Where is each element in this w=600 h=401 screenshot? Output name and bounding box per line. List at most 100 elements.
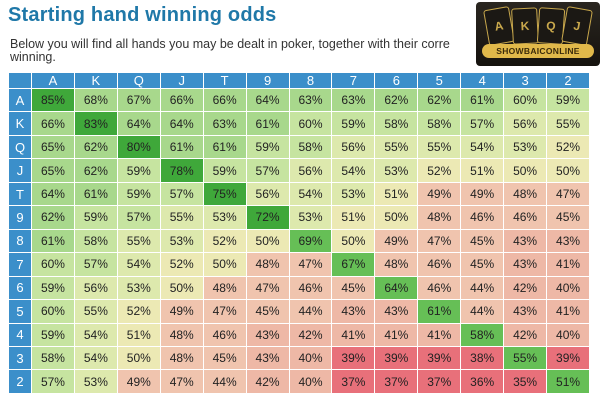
site-logo[interactable]: A K Q J SHOWBAICONLINE bbox=[476, 2, 600, 66]
odds-cell: 48% bbox=[504, 182, 547, 206]
odds-cell: 48% bbox=[246, 253, 289, 276]
odds-cell: 57% bbox=[74, 253, 117, 276]
odds-cell: 47% bbox=[289, 253, 332, 276]
odds-cell: 41% bbox=[547, 300, 589, 323]
odds-cell: 66% bbox=[203, 89, 246, 112]
odds-cell: 35% bbox=[504, 370, 547, 393]
odds-cell: 46% bbox=[461, 206, 504, 229]
column-header: 6 bbox=[375, 73, 418, 88]
pair-odds-cell: 67% bbox=[332, 253, 375, 276]
row-header: 3 bbox=[9, 346, 31, 370]
odds-cell: 36% bbox=[461, 370, 504, 393]
odds-cell: 60% bbox=[32, 253, 74, 276]
odds-cell: 45% bbox=[461, 253, 504, 276]
odds-cell: 38% bbox=[461, 346, 504, 370]
pair-odds-cell: 75% bbox=[203, 182, 246, 206]
odds-cell: 65% bbox=[32, 135, 74, 159]
odds-cell: 55% bbox=[160, 206, 203, 229]
odds-cell: 53% bbox=[289, 206, 332, 229]
table-row: 8 61% 58% 55% 53% 52% 50% 69% 50% 49% 47% 45% 43% 43% bbox=[9, 229, 589, 253]
table-row: K 66% 83% 64% 64% 63% 61% 60% 59% 58% 58% 57% 56% 55% bbox=[9, 112, 589, 135]
pair-odds-cell: 69% bbox=[289, 229, 332, 253]
odds-cell: 43% bbox=[547, 229, 589, 253]
odds-cell: 64% bbox=[32, 182, 74, 206]
odds-cell: 49% bbox=[160, 300, 203, 323]
odds-cell: 37% bbox=[375, 370, 418, 393]
table-row: 9 62% 59% 57% 55% 53% 72% 53% 51% 50% 48% 46% 46% 45% bbox=[9, 206, 589, 229]
row-header: 2 bbox=[9, 370, 31, 393]
odds-cell: 59% bbox=[332, 112, 375, 135]
odds-cell: 59% bbox=[32, 323, 74, 346]
card-icon: J bbox=[561, 6, 593, 46]
odds-cell: 49% bbox=[418, 182, 461, 206]
odds-cell: 60% bbox=[32, 300, 74, 323]
odds-cell: 66% bbox=[32, 112, 74, 135]
odds-cell: 64% bbox=[160, 112, 203, 135]
odds-cell: 67% bbox=[117, 89, 160, 112]
odds-cell: 56% bbox=[289, 159, 332, 182]
odds-cell: 40% bbox=[289, 346, 332, 370]
odds-cell: 65% bbox=[32, 159, 74, 182]
odds-cell: 54% bbox=[461, 135, 504, 159]
odds-cell: 44% bbox=[289, 300, 332, 323]
odds-cell: 42% bbox=[504, 276, 547, 300]
odds-cell: 53% bbox=[203, 206, 246, 229]
pair-odds-cell: 58% bbox=[461, 323, 504, 346]
odds-cell: 55% bbox=[375, 135, 418, 159]
odds-cell: 43% bbox=[504, 253, 547, 276]
odds-cell: 40% bbox=[547, 276, 589, 300]
odds-cell: 51% bbox=[332, 206, 375, 229]
page-description: Below you will find all hands you may be… bbox=[10, 37, 450, 64]
odds-cell: 59% bbox=[547, 89, 589, 112]
odds-cell: 47% bbox=[418, 229, 461, 253]
odds-cell: 52% bbox=[547, 135, 589, 159]
odds-cell: 59% bbox=[74, 206, 117, 229]
odds-cell: 63% bbox=[203, 112, 246, 135]
odds-cell: 54% bbox=[332, 159, 375, 182]
odds-cell: 59% bbox=[203, 159, 246, 182]
column-header: 7 bbox=[332, 73, 375, 88]
odds-cell: 43% bbox=[246, 323, 289, 346]
odds-cell: 57% bbox=[32, 370, 74, 393]
odds-cell: 64% bbox=[117, 112, 160, 135]
pair-odds-cell: 72% bbox=[246, 206, 289, 229]
odds-cell: 61% bbox=[32, 229, 74, 253]
row-header: 9 bbox=[9, 206, 31, 229]
odds-cell: 42% bbox=[246, 370, 289, 393]
column-header: A bbox=[32, 73, 74, 88]
odds-cell: 55% bbox=[547, 112, 589, 135]
odds-cell: 57% bbox=[160, 182, 203, 206]
odds-cell: 57% bbox=[461, 112, 504, 135]
column-header: 9 bbox=[246, 73, 289, 88]
odds-cell: 50% bbox=[375, 206, 418, 229]
odds-cell: 45% bbox=[332, 276, 375, 300]
odds-cell: 40% bbox=[547, 323, 589, 346]
pair-odds-cell: 80% bbox=[117, 135, 160, 159]
odds-cell: 55% bbox=[418, 135, 461, 159]
odds-cell: 51% bbox=[461, 159, 504, 182]
pair-odds-cell: 51% bbox=[547, 370, 589, 393]
odds-cell: 46% bbox=[289, 276, 332, 300]
odds-cell: 60% bbox=[289, 112, 332, 135]
odds-cell: 55% bbox=[117, 229, 160, 253]
odds-cell: 50% bbox=[246, 229, 289, 253]
table-row: 5 60% 55% 52% 49% 47% 45% 44% 43% 43% 61% 44% 43% 41% bbox=[9, 300, 589, 323]
table-row: 6 59% 56% 53% 50% 48% 47% 46% 45% 64% 46% 44% 42% 40% bbox=[9, 276, 589, 300]
odds-cell: 53% bbox=[74, 370, 117, 393]
odds-cell: 56% bbox=[504, 112, 547, 135]
odds-cell: 50% bbox=[547, 159, 589, 182]
odds-cell: 46% bbox=[504, 206, 547, 229]
odds-cell: 49% bbox=[375, 229, 418, 253]
odds-cell: 63% bbox=[332, 89, 375, 112]
corner-cell bbox=[9, 73, 31, 88]
odds-cell: 59% bbox=[117, 182, 160, 206]
odds-cell: 48% bbox=[160, 346, 203, 370]
odds-cell: 47% bbox=[203, 300, 246, 323]
column-header: J bbox=[160, 73, 203, 88]
odds-cell: 37% bbox=[418, 370, 461, 393]
pair-odds-cell: 55% bbox=[504, 346, 547, 370]
column-header: 2 bbox=[547, 73, 589, 88]
odds-cell: 37% bbox=[332, 370, 375, 393]
pair-odds-cell: 64% bbox=[375, 276, 418, 300]
pair-odds-cell: 78% bbox=[160, 159, 203, 182]
